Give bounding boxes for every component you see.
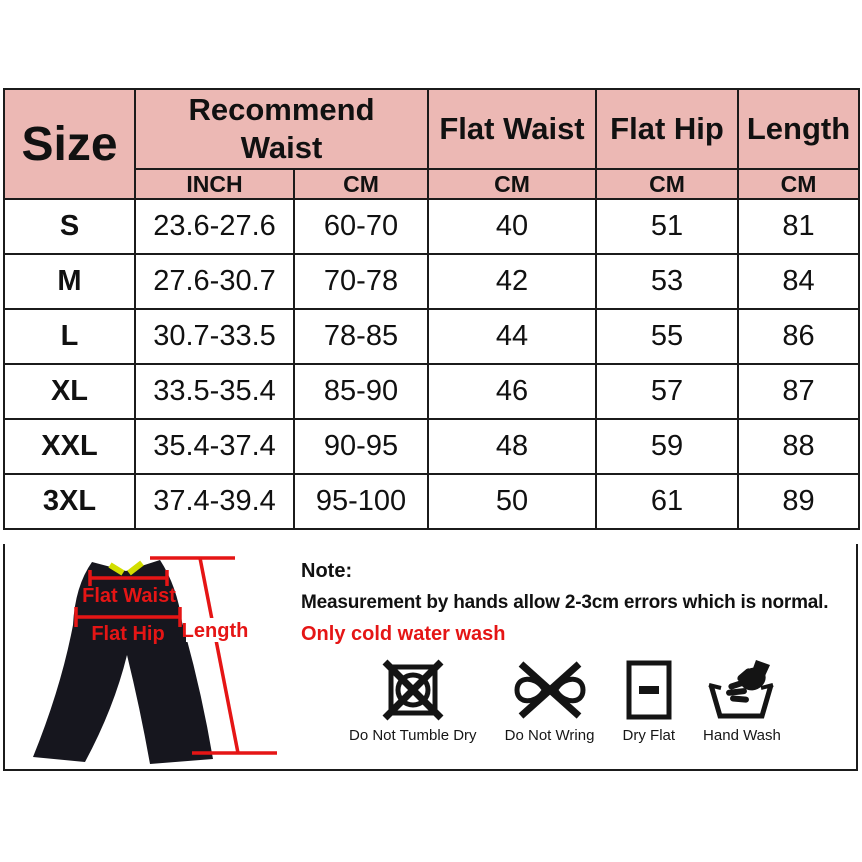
waist-inch-value: 30.7-33.5 bbox=[134, 308, 295, 365]
waist-inch-value: 33.5-35.4 bbox=[134, 363, 295, 420]
flat-hip-value: 61 bbox=[595, 473, 740, 530]
waist-cm-value: 78-85 bbox=[292, 308, 430, 365]
col-header-flat-hip: Flat Hip bbox=[595, 88, 740, 170]
care-item-do-not-tumble-dry: Do Not Tumble Dry bbox=[349, 658, 477, 744]
flat-hip-value: 57 bbox=[595, 363, 740, 420]
flat-hip-measure-line bbox=[74, 607, 182, 627]
table-header-row: Size Recommend Waist Flat Waist Flat Hip… bbox=[3, 88, 861, 200]
waist-cm-value: 70-78 bbox=[292, 253, 430, 310]
unit-waist-cm: CM bbox=[292, 168, 430, 200]
table-unit-row: INCH CM CM CM CM bbox=[4, 168, 861, 200]
waistband-accent-right bbox=[127, 560, 144, 576]
flat-waist-value: 42 bbox=[427, 253, 598, 310]
size-label: 3XL bbox=[3, 473, 136, 530]
note-measurement-text: Measurement by hands allow 2-3cm errors … bbox=[301, 592, 829, 613]
waist-cm-value: 85-90 bbox=[292, 363, 430, 420]
flat-hip-diagram-label: Flat Hip bbox=[91, 623, 164, 645]
table-row-xxl: XXL 35.4-37.4 90-95 48 59 88 bbox=[3, 418, 861, 475]
care-item-do-not-wring: Do Not Wring bbox=[505, 658, 595, 744]
care-label: Hand Wash bbox=[703, 727, 781, 744]
flat-waist-value: 46 bbox=[427, 363, 598, 420]
hand-wash-icon bbox=[708, 660, 774, 719]
size-label: S bbox=[3, 198, 136, 255]
pants-measurement-diagram: Flat Waist Flat Hip Length bbox=[33, 556, 277, 764]
care-item-dry-flat: Dry Flat bbox=[622, 658, 676, 744]
waistband-accent-left bbox=[108, 562, 125, 576]
note-title: Note: bbox=[301, 560, 353, 582]
flat-hip-value: 51 bbox=[595, 198, 740, 255]
waist-inch-value: 37.4-39.4 bbox=[134, 473, 295, 530]
dry-flat-icon bbox=[626, 660, 672, 720]
unit-flat-waist-cm: CM bbox=[427, 168, 598, 200]
care-icons-row: Do Not Tumble Dry Do Not Wring Dry Flat bbox=[349, 658, 781, 744]
length-value: 89 bbox=[737, 473, 861, 530]
flat-waist-value: 44 bbox=[427, 308, 598, 365]
length-measure-line bbox=[150, 556, 277, 755]
flat-waist-value: 40 bbox=[427, 198, 598, 255]
flat-waist-measure-line bbox=[88, 570, 169, 586]
length-value: 87 bbox=[737, 363, 861, 420]
flat-hip-value: 53 bbox=[595, 253, 740, 310]
size-label: XXL bbox=[3, 418, 136, 475]
size-label: L bbox=[3, 308, 136, 365]
waist-cm-value: 90-95 bbox=[292, 418, 430, 475]
care-item-hand-wash: Hand Wash bbox=[703, 658, 781, 744]
note-wash-warning: Only cold water wash bbox=[301, 623, 506, 645]
length-value: 86 bbox=[737, 308, 861, 365]
unit-waist-inch: INCH bbox=[134, 168, 295, 200]
length-label-backplate bbox=[186, 618, 244, 642]
col-header-length: Length bbox=[737, 88, 861, 170]
table-row-l: L 30.7-33.5 78-85 44 55 86 bbox=[3, 308, 861, 365]
do-not-wring-icon bbox=[514, 661, 586, 719]
care-label: Dry Flat bbox=[622, 727, 676, 744]
waist-cm-value: 95-100 bbox=[292, 473, 430, 530]
length-value: 88 bbox=[737, 418, 861, 475]
size-label: XL bbox=[3, 363, 136, 420]
waist-inch-value: 35.4-37.4 bbox=[134, 418, 295, 475]
do-not-tumble-dry-icon bbox=[382, 659, 444, 721]
waist-cm-value: 60-70 bbox=[292, 198, 430, 255]
flat-hip-value: 55 bbox=[595, 308, 740, 365]
table-row-xl: XL 33.5-35.4 85-90 46 57 87 bbox=[3, 363, 861, 420]
size-table: Size Recommend Waist Flat Waist Flat Hip… bbox=[3, 88, 861, 530]
length-value: 84 bbox=[737, 253, 861, 310]
col-header-size: Size bbox=[3, 88, 136, 200]
flat-waist-diagram-label: Flat Waist bbox=[82, 585, 176, 607]
measurement-info-box: Flat Waist Flat Hip Length Note: Measure… bbox=[3, 544, 858, 771]
table-row-s: S 23.6-27.6 60-70 40 51 81 bbox=[3, 198, 861, 255]
care-label: Do Not Wring bbox=[504, 727, 595, 744]
table-row-m: M 27.6-30.7 70-78 42 53 84 bbox=[3, 253, 861, 310]
col-header-recommend-waist: Recommend Waist bbox=[133, 88, 430, 170]
length-diagram-label: Length bbox=[182, 620, 249, 642]
hand-glyph bbox=[725, 660, 770, 703]
length-value: 81 bbox=[737, 198, 861, 255]
table-row-3xl: 3XL 37.4-39.4 95-100 50 61 89 bbox=[3, 473, 861, 530]
unit-length-cm: CM bbox=[737, 168, 861, 200]
col-header-flat-waist: Flat Waist bbox=[427, 88, 598, 170]
flat-waist-value: 50 bbox=[427, 473, 598, 530]
pants-silhouette bbox=[33, 560, 213, 764]
unit-flat-hip-cm: CM bbox=[595, 168, 740, 200]
waist-inch-value: 27.6-30.7 bbox=[134, 253, 295, 310]
note-block: Note: Measurement by hands allow 2-3cm e… bbox=[301, 560, 829, 646]
size-label: M bbox=[3, 253, 136, 310]
flat-waist-value: 48 bbox=[427, 418, 598, 475]
care-label: Do Not Tumble Dry bbox=[349, 727, 477, 744]
flat-hip-value: 59 bbox=[595, 418, 740, 475]
waist-inch-value: 23.6-27.6 bbox=[134, 198, 295, 255]
